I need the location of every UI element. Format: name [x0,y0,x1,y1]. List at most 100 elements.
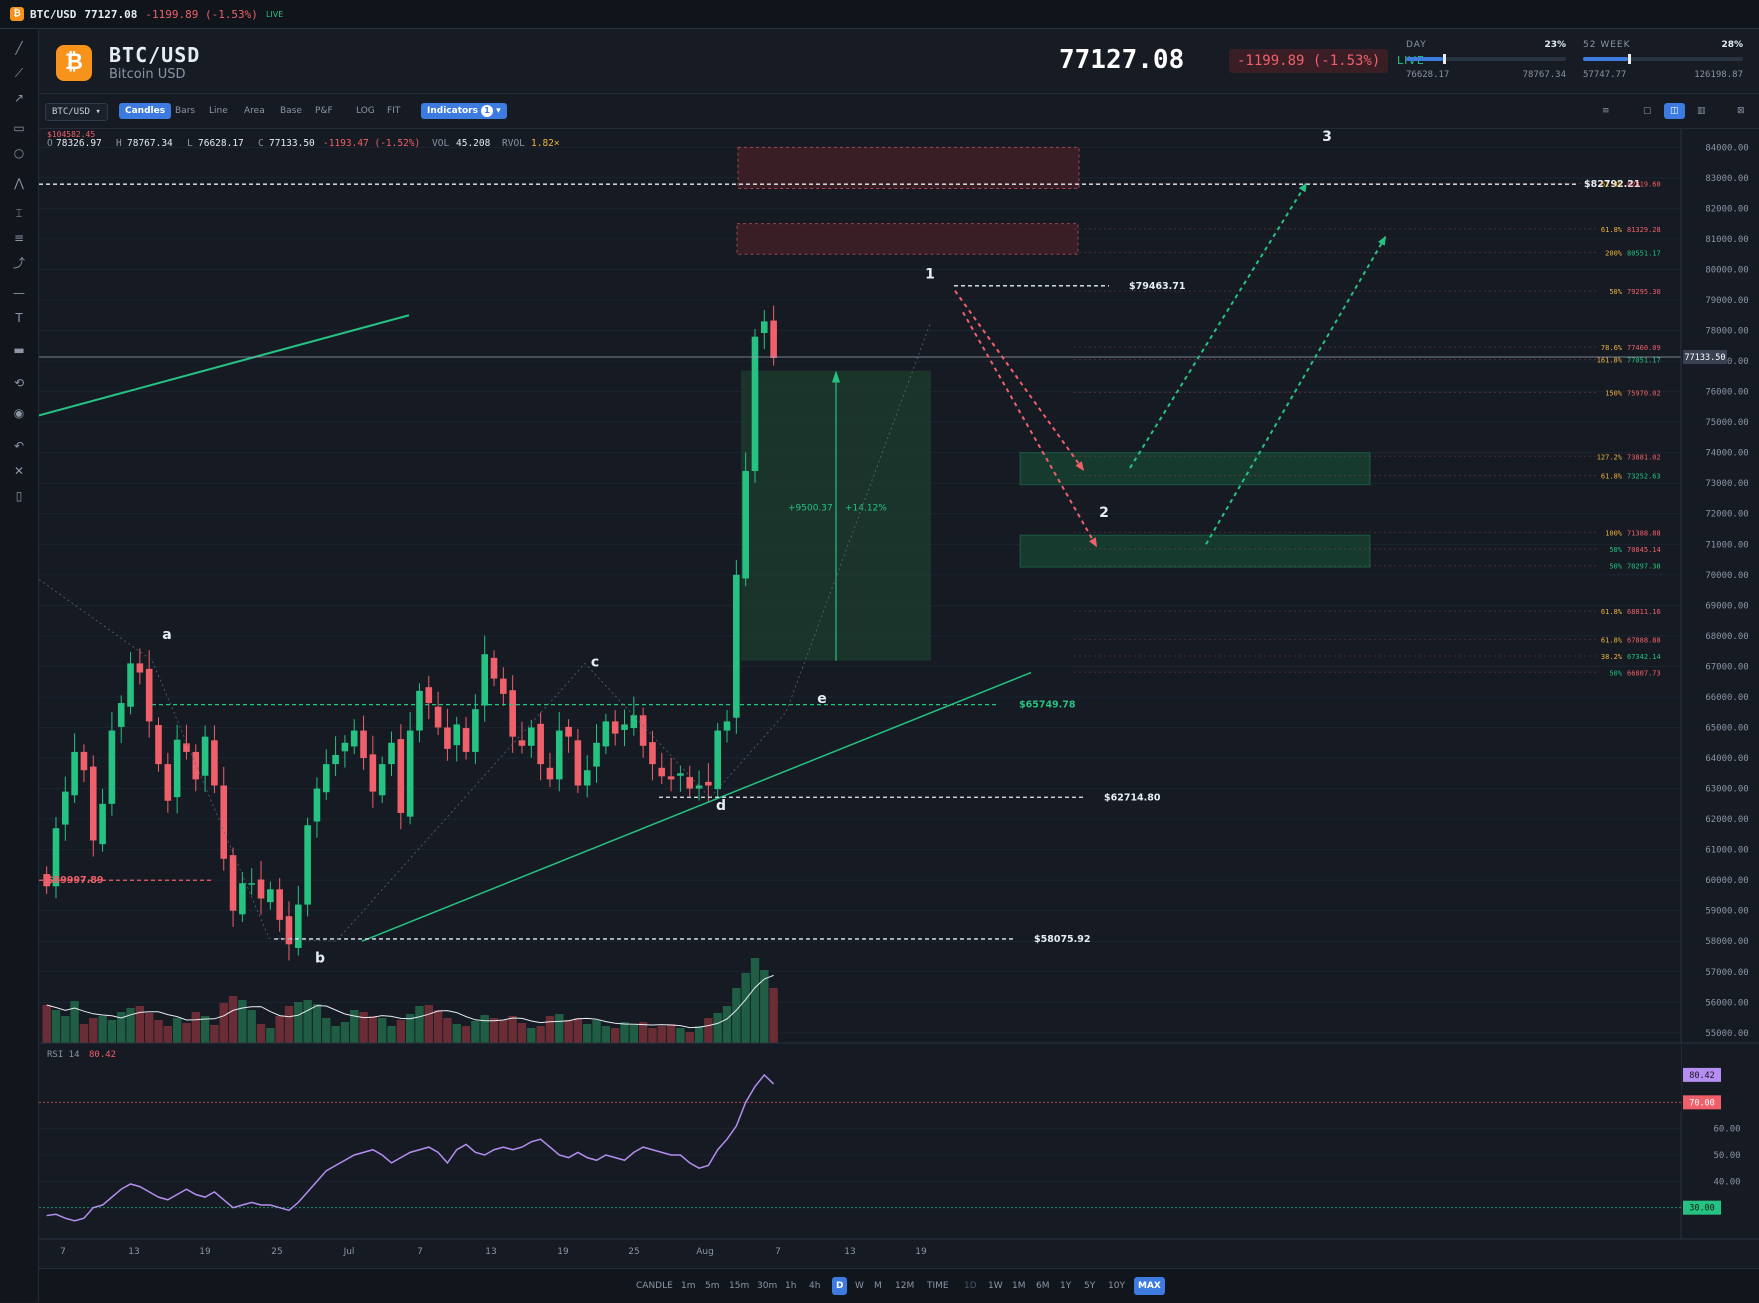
repeat-tool-icon[interactable]: ⟲ [13,376,25,390]
candle-body [220,785,228,859]
interval-30m[interactable]: 30m [757,1281,778,1291]
y-tick-label: 82000.00 [1705,204,1748,214]
fit-toggle[interactable]: FIT [387,106,401,116]
interval-w[interactable]: W [855,1281,864,1291]
close-panel-icon[interactable]: ⊠ [1737,106,1745,116]
candle-body [248,883,255,885]
fib-pct-label: 61.8% [1601,226,1623,234]
menu-icon[interactable]: ≡ [1602,106,1610,116]
chart-type-bars[interactable]: Bars [175,106,196,116]
y-tick-label: 75000.00 [1705,418,1748,428]
y-tick-label: 72000.00 [1705,510,1748,520]
range-1w[interactable]: 1W [988,1281,1003,1291]
interval-5m[interactable]: 5m [705,1281,720,1291]
volume-bar [98,1016,107,1058]
range-6m[interactable]: 6M [1036,1281,1050,1291]
line-tool-icon[interactable]: ╱ [15,41,23,55]
volume-bar [126,1008,135,1058]
chart-type-line[interactable]: Line [209,106,228,116]
volume-bar [275,1016,284,1058]
candle-body [425,687,433,704]
candle-body [285,916,293,945]
layout-split-icon[interactable]: ◫ [1664,103,1685,119]
close-icon[interactable]: ✕ [13,464,25,478]
volume-bar [228,996,238,1058]
symbol-select[interactable]: BTC/USD ▾ [45,103,108,121]
chart-type-area[interactable]: Area [244,106,265,116]
indicators-button[interactable]: Indicators 1 ▾ [421,103,507,119]
text-tool-icon[interactable]: T [15,311,23,325]
y-tick-label: 57000.00 [1705,968,1748,978]
candle-body [99,803,106,845]
y-tick-label: 68000.00 [1705,632,1748,642]
trash-icon[interactable]: ▯ [15,489,23,503]
volume-bar [154,1020,163,1058]
candle-body [500,678,507,694]
chart-type-candles[interactable]: Candles [119,103,172,119]
volume-bar [210,1025,219,1058]
price-chart[interactable]: $82792.21 $79463.71 $65749.78 $62714.80 $599… [39,129,1759,1267]
candle-body [388,742,395,765]
ruler-tool-icon[interactable]: ▬ [13,343,25,357]
layout-triple-icon[interactable]: ▥ [1697,106,1706,116]
candle-body [229,855,237,911]
ohlc-high: 78767.34 [127,138,173,149]
bitcoin-logo-icon: ₿ [10,7,24,21]
range-10y[interactable]: 10Y [1108,1281,1125,1291]
projection-up-1-head [1298,182,1307,193]
wave-label-3: 3 [1322,129,1332,145]
candle-body [639,715,647,746]
interval-1h[interactable]: 1h [785,1281,797,1291]
top-cut-price: $104582.45 [47,130,95,139]
support-zone-lower [1019,534,1371,568]
current-price-tag [1683,349,1727,364]
range-1m[interactable]: 1M [1012,1281,1026,1291]
interval-1m[interactable]: 1m [681,1281,696,1291]
interval-d[interactable]: D [832,1277,848,1295]
layout-single-icon[interactable]: ▢ [1643,106,1652,116]
volume-bar [219,1003,228,1058]
interval-15m[interactable]: 15m [729,1281,750,1291]
candle-body [714,730,721,790]
candle-body [565,726,572,737]
x-tick-label: 7 [417,1247,423,1257]
volume-bar [200,1016,210,1058]
x-tick-label: 25 [628,1247,639,1257]
interval-4h[interactable]: 4h [809,1281,821,1291]
chart-type-base[interactable]: Base [280,106,302,116]
log-toggle[interactable]: LOG [356,106,375,116]
arrow-tool-icon[interactable]: ↗ [13,91,25,105]
ray-tool-icon[interactable]: ⟋ [14,66,24,80]
title-change: -1199.89 (-1.53%) [145,7,258,21]
range-5y[interactable]: 5Y [1084,1281,1096,1291]
fib-pct-label: 127.2% [1597,453,1623,461]
range-max[interactable]: MAX [1134,1277,1165,1295]
rectangle-tool-icon[interactable]: ▭ [13,121,25,135]
ohlc-volume: 45.208 [456,138,491,149]
undo-icon[interactable]: ↶ [13,439,25,453]
candle-body [127,663,134,707]
path-tool-icon[interactable]: ⋀ [14,176,24,190]
y-tick-label: 64000.00 [1705,754,1748,764]
interval-m[interactable]: M [874,1281,882,1291]
rsi-tick-label: 50.00 [1713,1151,1740,1161]
range-1d[interactable]: 1D [964,1281,977,1291]
circle-tool-icon[interactable]: ○ [13,146,25,160]
trend-tool-icon[interactable]: ⤴ [12,256,25,270]
volume-bar [471,1021,480,1058]
x-tick-label: 25 [271,1247,282,1257]
interval-12m[interactable]: 12M [895,1281,915,1291]
week52-high: 126198.87 [1694,70,1743,80]
range-1y[interactable]: 1Y [1060,1281,1072,1291]
fib-pct-label: 78.6% [1601,344,1623,352]
eye-icon[interactable]: ◉ [13,406,25,420]
horizontal-line-tool-icon[interactable]: — [13,286,25,300]
volume-bar [713,1013,722,1058]
candle-label: CANDLE [636,1281,673,1291]
fibonacci-tool-icon[interactable]: ≡ [13,231,25,245]
candle-body [555,730,563,780]
support-zone-upper [1019,452,1371,486]
volume-bar [638,1022,648,1058]
chart-type-pnf[interactable]: P&F [315,106,333,116]
measure-tool-icon[interactable]: ⌶ [15,206,23,220]
